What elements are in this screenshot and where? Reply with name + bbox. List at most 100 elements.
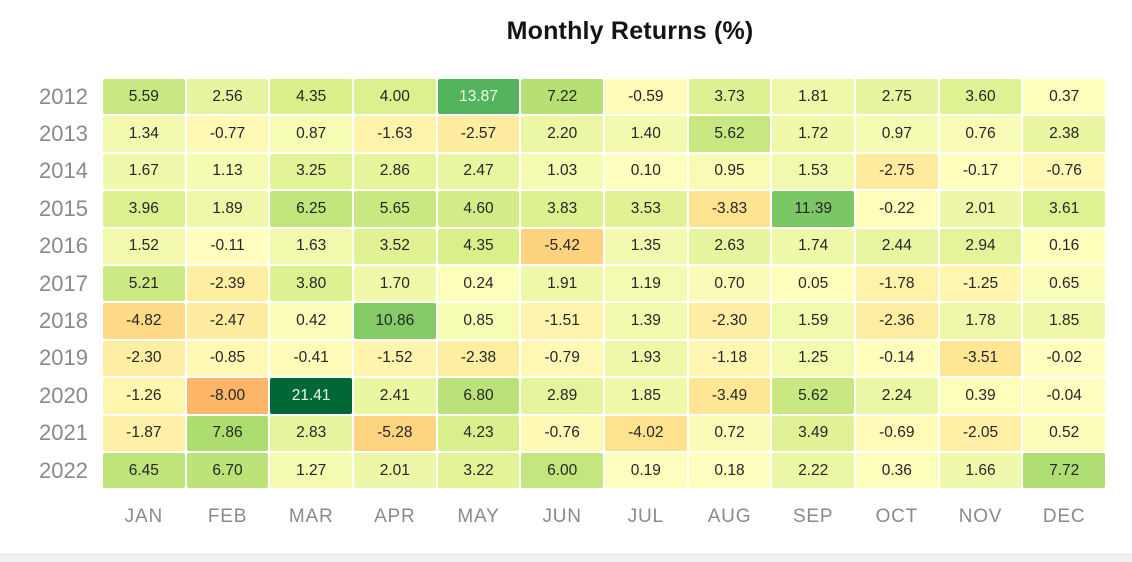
heatmap-cell: 1.39 (604, 303, 687, 339)
heatmap-cell: 1.63 (270, 228, 352, 264)
year-label-2018: 2018 (39, 308, 88, 334)
heatmap-cell: 0.52 (1023, 415, 1105, 451)
heatmap-cell: -0.76 (1023, 153, 1105, 190)
heatmap-cell: -2.30 (103, 340, 185, 377)
heatmap-cell: 1.70 (353, 265, 436, 302)
heatmap-cell: -0.69 (855, 415, 938, 451)
heatmap-cell: 1.72 (772, 116, 854, 152)
heatmap-cell: 0.36 (855, 452, 938, 489)
heatmap-cell: -3.83 (688, 191, 771, 227)
heatmap-cell: 4.00 (353, 79, 436, 115)
heatmap-cell: -1.87 (103, 415, 185, 451)
month-label-sep: SEP (792, 506, 834, 527)
heatmap-cell: 1.85 (604, 378, 687, 414)
heatmap-cell: 0.72 (688, 415, 771, 451)
heatmap-cell: -0.22 (855, 191, 938, 227)
month-label-nov: NOV (958, 506, 1003, 527)
heatmap-cell: 3.53 (604, 191, 687, 227)
heatmap-cell: 2.83 (270, 415, 352, 451)
heatmap-cell: 3.73 (688, 79, 771, 115)
heatmap-cell: 5.62 (772, 378, 854, 414)
heatmap-cell: 0.37 (1023, 79, 1105, 115)
heatmap-cell: 3.25 (270, 153, 352, 190)
heatmap-cell: -0.59 (604, 79, 687, 115)
heatmap-cell: 0.97 (855, 116, 938, 152)
heatmap-cell: -0.02 (1023, 340, 1105, 377)
heatmap-cell: 3.60 (939, 79, 1022, 115)
heatmap-cell: 3.96 (103, 191, 185, 227)
year-label-2016: 2016 (39, 233, 88, 259)
month-label-aug: AUG (707, 506, 752, 527)
heatmap-cell: -0.76 (521, 415, 603, 451)
heatmap-cell: 10.86 (353, 303, 436, 339)
heatmap-cell: 2.01 (939, 191, 1022, 227)
heatmap-cell: 5.65 (353, 191, 436, 227)
heatmap-cell: 1.19 (604, 265, 687, 302)
heatmap-cell: -0.17 (939, 153, 1022, 190)
heatmap-cell: -5.42 (521, 228, 603, 264)
heatmap-cell: 2.41 (353, 378, 436, 414)
heatmap-cell: -2.30 (688, 303, 771, 339)
heatmap-cell: 0.87 (270, 116, 352, 152)
heatmap-cell: 1.35 (604, 228, 687, 264)
heatmap-cell: 4.35 (270, 79, 352, 115)
heatmap-cell: -4.02 (604, 415, 687, 451)
heatmap-cell: -0.41 (270, 340, 352, 377)
heatmap-cell: 1.25 (772, 340, 854, 377)
month-label-may: MAY (457, 506, 500, 527)
heatmap-cell: 1.67 (103, 153, 185, 190)
heatmap-cell: 2.01 (353, 452, 436, 489)
month-label-apr: APR (374, 506, 416, 527)
heatmap-cell: 0.18 (688, 452, 771, 489)
heatmap-cell: 2.38 (1023, 116, 1105, 152)
heatmap-cell: -1.26 (103, 378, 185, 414)
heatmap-cell: 1.53 (772, 153, 854, 190)
heatmap-cell: 0.42 (270, 303, 352, 339)
heatmap-cell: 1.78 (939, 303, 1022, 339)
heatmap-cell: 5.21 (103, 265, 185, 302)
heatmap-cell: -8.00 (186, 378, 269, 414)
month-label-oct: OCT (875, 506, 919, 527)
heatmap-cell: 1.40 (604, 116, 687, 152)
heatmap-cell: 1.81 (772, 79, 854, 115)
month-axis: JAN FEB MAR APR MAY JUN JUL AUG SEP OCT NOV DEC (0, 500, 1105, 534)
year-label-2017: 2017 (39, 270, 88, 296)
heatmap-cell: 0.70 (688, 265, 771, 302)
month-label-jan: JAN (124, 506, 163, 527)
heatmap-cell: 3.61 (1023, 191, 1105, 227)
heatmap-cell: -2.05 (939, 415, 1022, 451)
heatmap-cell: 3.83 (521, 191, 603, 227)
heatmap-cell: 0.16 (1023, 228, 1105, 264)
heatmap-cell: 0.65 (1023, 265, 1105, 302)
year-label-2019: 2019 (39, 345, 88, 371)
heatmap-cell: 1.34 (103, 116, 185, 152)
heatmap-cell: -3.51 (939, 340, 1022, 377)
month-axis-spacer (0, 500, 101, 534)
heatmap-cell: 2.47 (437, 153, 520, 190)
chart-title: Monthly Returns (%) (506, 17, 754, 45)
year-label-2014: 2014 (39, 158, 88, 184)
heatmap-cell: 1.13 (186, 153, 269, 190)
heatmap-cell: 2.22 (772, 452, 854, 489)
heatmap-cell: 6.80 (437, 378, 520, 414)
heatmap-cell: 4.60 (437, 191, 520, 227)
heatmap-cell: 4.23 (437, 415, 520, 451)
heatmap-cell: 1.85 (1023, 303, 1105, 339)
heatmap-cell: 5.59 (103, 79, 185, 115)
heatmap-cell: 7.86 (186, 415, 269, 451)
heatmap-cell: -1.63 (353, 116, 436, 152)
heatmap-cell: 3.22 (437, 452, 520, 489)
heatmap-cell: 6.70 (186, 452, 269, 489)
month-label-feb: FEB (207, 506, 248, 527)
heatmap-cell: -2.39 (186, 265, 269, 302)
year-label-2012: 2012 (39, 83, 88, 109)
heatmap-cell: -1.18 (688, 340, 771, 377)
heatmap-cell: 6.45 (103, 452, 185, 489)
heatmap-cell: 3.80 (270, 265, 352, 302)
heatmap-cell: 11.39 (772, 191, 854, 227)
year-label-2013: 2013 (39, 121, 88, 147)
year-label-2022: 2022 (39, 457, 88, 483)
heatmap-cell: 6.25 (270, 191, 352, 227)
heatmap-cell: -0.79 (521, 340, 603, 377)
heatmap-cell: 5.62 (688, 116, 771, 152)
